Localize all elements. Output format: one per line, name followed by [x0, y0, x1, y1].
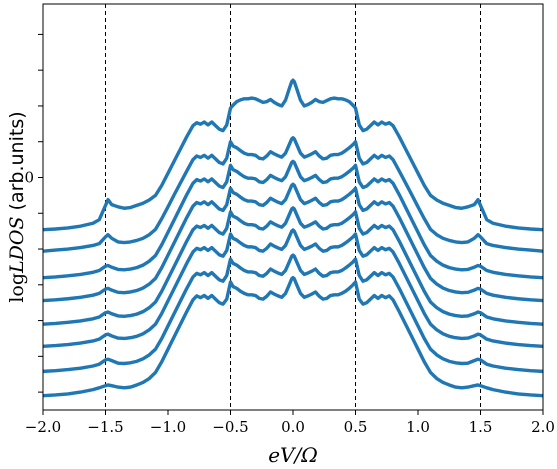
ldos-curve-3 — [43, 228, 543, 349]
y-axis-label: logLDOS (arb.units) — [6, 111, 28, 302]
x-axis-label: eV/Ω — [268, 443, 318, 467]
ldos-curve-5 — [43, 182, 543, 303]
x-tick-label: −0.5 — [212, 418, 248, 436]
ldos-curve-2 — [43, 253, 543, 374]
x-tick-label: 2.0 — [531, 418, 555, 436]
y-tick-label: 0 — [24, 168, 34, 186]
ldos-curves — [43, 78, 543, 398]
y-axis-label-suffix: (arb.units) — [6, 111, 28, 216]
x-tick-label: 0.5 — [344, 418, 368, 436]
x-tick-label: −1.0 — [150, 418, 186, 436]
x-tick-label: −1.5 — [87, 418, 123, 436]
ldos-curve-7 — [43, 136, 543, 253]
y-axis-label-prefix: log — [6, 273, 28, 303]
x-axis-ticks: −2.0 −1.5 −1.0 −0.5 0.0 0.5 1.0 1.5 2.0 — [25, 410, 555, 436]
x-tick-label: −2.0 — [25, 418, 61, 436]
ldos-curve-1 — [43, 275, 543, 398]
x-tick-label: 1.0 — [406, 418, 430, 436]
y-axis-label-symbol: LDOS — [6, 217, 28, 274]
y-axis-ticks: 0 — [24, 33, 43, 393]
x-tick-label: 1.5 — [469, 418, 493, 436]
ldos-curve-8 — [43, 78, 543, 232]
x-tick-label: 0.0 — [281, 418, 305, 436]
ldos-curve-4 — [43, 206, 543, 326]
ldos-curve-6 — [43, 159, 543, 280]
